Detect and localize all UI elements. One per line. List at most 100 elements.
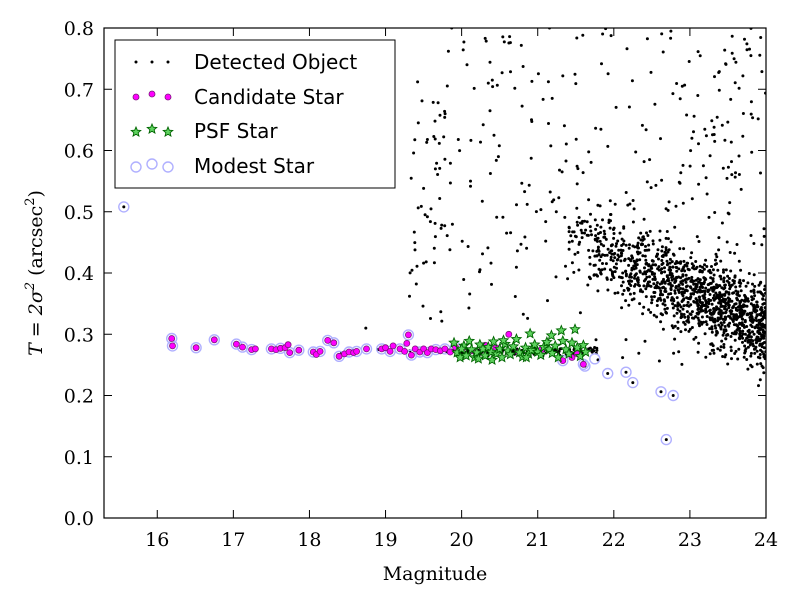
detected-object-point: [720, 286, 724, 290]
detected-object-point: [731, 305, 735, 308]
detected-object-point: [680, 312, 683, 316]
detected-object-point: [758, 53, 762, 57]
detected-object-point: [700, 315, 704, 319]
detected-object-point: [718, 348, 722, 352]
detected-object-point: [714, 258, 717, 262]
detected-object-point: [643, 266, 646, 270]
detected-object-point: [433, 137, 437, 141]
detected-object-point: [673, 289, 677, 293]
detected-object-point: [672, 314, 676, 318]
detected-object-point: [741, 74, 745, 78]
detected-object-point: [690, 275, 694, 279]
detected-object-point: [673, 281, 677, 284]
detected-object-point: [758, 313, 762, 316]
detected-object-point: [676, 326, 680, 330]
detected-object-point: [672, 299, 676, 303]
detected-object-point: [698, 298, 702, 302]
detected-object-point: [644, 272, 648, 276]
detected-object-point: [752, 332, 756, 336]
y-tick-label: 0.2: [64, 386, 94, 408]
detected-object-point: [729, 335, 733, 338]
detected-object-point: [759, 337, 763, 341]
detected-object-point: [655, 281, 659, 285]
candidate-star-point: [386, 347, 394, 355]
detected-object-point: [644, 287, 648, 291]
detected-object-point: [462, 40, 466, 44]
detected-object-point: [661, 302, 665, 306]
detected-object-point: [641, 290, 644, 294]
detected-object-point: [698, 54, 702, 58]
detected-object-point: [754, 316, 758, 320]
detected-object-point: [627, 257, 631, 261]
detected-object-point: [643, 248, 647, 252]
detected-object-point: [653, 263, 657, 267]
detected-object-point: [663, 287, 667, 291]
detected-object-point: [603, 232, 607, 236]
detected-object-point: [649, 70, 653, 74]
detected-object-point: [716, 268, 720, 272]
detected-object-point: [647, 264, 651, 268]
detected-object-point: [605, 277, 609, 281]
detected-object-point: [756, 337, 760, 341]
modest-star-point: [620, 366, 632, 378]
detected-object-point: [661, 286, 664, 290]
detected-object-point: [760, 350, 764, 354]
y-label-main: T = 2σ: [25, 289, 47, 356]
psf-star-point: [545, 329, 558, 341]
detected-object-point: [544, 239, 548, 243]
detected-object-point: [585, 220, 589, 224]
detected-object-point: [420, 99, 424, 103]
detected-object-point: [598, 258, 602, 262]
detected-object-point: [717, 248, 721, 252]
detected-object-point: [541, 97, 545, 101]
detected-object-point: [521, 312, 525, 316]
detected-object-point: [699, 304, 703, 308]
detected-object-point: [736, 293, 740, 297]
detected-object-point: [443, 112, 447, 116]
detected-object-point: [711, 279, 715, 283]
detected-object-point: [745, 358, 749, 361]
detected-object-point: [683, 315, 687, 319]
detected-object-point: [678, 309, 682, 313]
detected-object-point: [717, 317, 721, 321]
detected-object-point: [606, 247, 610, 251]
detected-object-point: [554, 210, 558, 214]
detected-object-point: [640, 123, 644, 127]
detected-object-point: [458, 149, 462, 153]
detected-object-point: [436, 173, 440, 176]
detected-object-point: [725, 240, 729, 244]
detected-object-point: [705, 192, 709, 196]
detected-object-point: [726, 362, 730, 366]
detected-object-point: [697, 341, 701, 345]
detected-object-point: [723, 292, 727, 296]
detected-object-point: [736, 357, 740, 361]
detected-object-point: [624, 270, 627, 273]
detected-object-point: [704, 320, 708, 324]
detected-object-point: [711, 289, 715, 293]
detected-object-point: [490, 78, 494, 82]
detected-object-point: [577, 268, 581, 272]
detected-object-point: [602, 229, 606, 233]
detected-object-point: [630, 254, 634, 258]
detected-object-point: [710, 330, 714, 334]
detected-object-point: [549, 144, 553, 148]
detected-object-point: [727, 314, 730, 318]
detected-object-point: [620, 284, 623, 288]
y-label-exp: 2: [23, 282, 38, 291]
candidate-star-point: [239, 343, 246, 351]
detected-object-point: [501, 215, 505, 219]
detected-object-point: [689, 149, 693, 153]
detected-object-point: [620, 237, 624, 241]
detected-object-point: [738, 300, 742, 303]
detected-object-point: [529, 156, 533, 160]
detected-object-point: [597, 267, 601, 271]
detected-object-point: [575, 164, 579, 168]
detected-object-point: [694, 260, 698, 263]
detected-object-point: [723, 48, 727, 52]
detected-object-point: [690, 136, 694, 140]
detected-object-point: [648, 229, 652, 233]
candidate-star-point: [232, 340, 240, 348]
detected-object-point: [732, 323, 736, 327]
psf-star-point: [579, 345, 592, 358]
detected-object-point: [613, 270, 617, 274]
